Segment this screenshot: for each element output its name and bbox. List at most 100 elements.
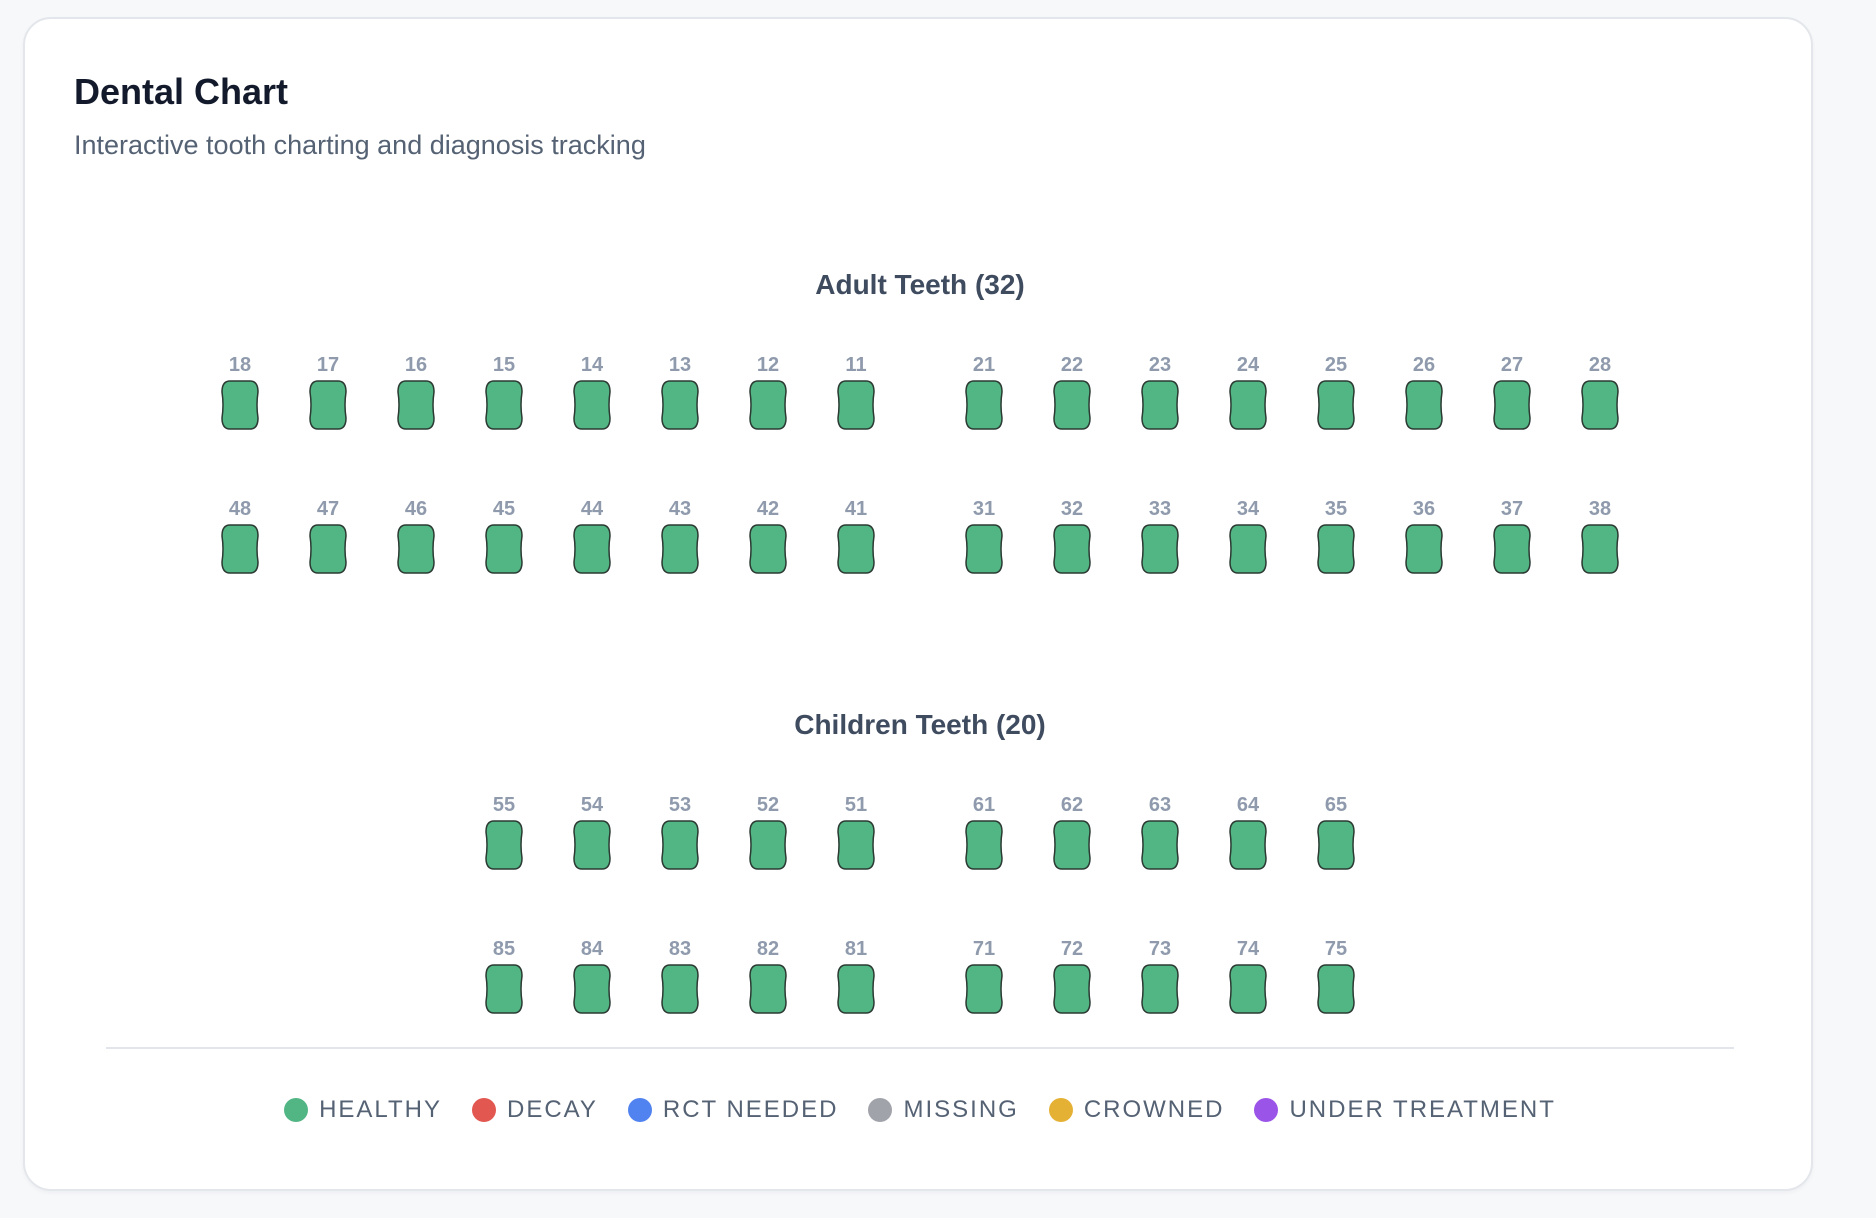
tooth-icon — [1229, 820, 1267, 870]
tooth-icon — [1317, 380, 1355, 430]
tooth-number: 14 — [580, 354, 604, 376]
tooth-18[interactable]: 18 — [210, 354, 270, 444]
tooth-number: 13 — [668, 354, 692, 376]
tooth-crown — [965, 964, 1003, 1014]
legend-item-rct-needed: RCT NEEDED — [627, 1096, 839, 1124]
tooth-28[interactable]: 28 — [1570, 354, 1630, 444]
tooth-crown — [661, 820, 699, 870]
legend-label: UNDER TREATMENT — [1289, 1096, 1556, 1123]
tooth-14[interactable]: 14 — [562, 354, 622, 444]
tooth-45[interactable]: 45 — [474, 498, 534, 588]
tooth-17[interactable]: 17 — [298, 354, 358, 444]
tooth-21[interactable]: 21 — [954, 354, 1014, 444]
tooth-43[interactable]: 43 — [650, 498, 710, 588]
tooth-27[interactable]: 27 — [1482, 354, 1542, 444]
tooth-83[interactable]: 83 — [650, 938, 710, 1028]
tooth-icon — [1141, 380, 1179, 430]
tooth-33[interactable]: 33 — [1130, 498, 1190, 588]
tooth-icon — [1053, 964, 1091, 1014]
tooth-55[interactable]: 55 — [474, 794, 534, 884]
tooth-16[interactable]: 16 — [386, 354, 446, 444]
tooth-42[interactable]: 42 — [738, 498, 798, 588]
tooth-number: 15 — [492, 354, 516, 376]
tooth-11[interactable]: 11 — [826, 354, 886, 444]
tooth-crown — [1317, 964, 1355, 1014]
tooth-62[interactable]: 62 — [1042, 794, 1102, 884]
tooth-35[interactable]: 35 — [1306, 498, 1366, 588]
tooth-15[interactable]: 15 — [474, 354, 534, 444]
tooth-crown — [837, 380, 875, 430]
tooth-44[interactable]: 44 — [562, 498, 622, 588]
tooth-52[interactable]: 52 — [738, 794, 798, 884]
tooth-54[interactable]: 54 — [562, 794, 622, 884]
tooth-84[interactable]: 84 — [562, 938, 622, 1028]
tooth-38[interactable]: 38 — [1570, 498, 1630, 588]
tooth-34[interactable]: 34 — [1218, 498, 1278, 588]
tooth-75[interactable]: 75 — [1306, 938, 1366, 1028]
tooth-31[interactable]: 31 — [954, 498, 1014, 588]
tooth-73[interactable]: 73 — [1130, 938, 1190, 1028]
tooth-number: 17 — [316, 354, 340, 376]
tooth-icon — [1141, 524, 1179, 574]
tooth-number: 21 — [972, 354, 996, 376]
tooth-12[interactable]: 12 — [738, 354, 798, 444]
tooth-36[interactable]: 36 — [1394, 498, 1454, 588]
children-upper-row: 55 54 53 52 51 61 62 63 64 65 — [25, 794, 1815, 884]
tooth-number: 37 — [1500, 498, 1524, 520]
tooth-53[interactable]: 53 — [650, 794, 710, 884]
tooth-85[interactable]: 85 — [474, 938, 534, 1028]
tooth-crown — [485, 524, 523, 574]
legend-item-missing: MISSING — [868, 1096, 1018, 1124]
tooth-crown — [1141, 524, 1179, 574]
tooth-crown — [573, 820, 611, 870]
tooth-37[interactable]: 37 — [1482, 498, 1542, 588]
tooth-71[interactable]: 71 — [954, 938, 1014, 1028]
tooth-icon — [1317, 964, 1355, 1014]
tooth-number: 22 — [1060, 354, 1084, 376]
tooth-number: 73 — [1148, 938, 1172, 960]
tooth-23[interactable]: 23 — [1130, 354, 1190, 444]
tooth-icon — [1141, 964, 1179, 1014]
tooth-64[interactable]: 64 — [1218, 794, 1278, 884]
tooth-crown — [749, 380, 787, 430]
tooth-icon — [965, 524, 1003, 574]
tooth-82[interactable]: 82 — [738, 938, 798, 1028]
tooth-icon — [1053, 820, 1091, 870]
legend-label: DECAY — [506, 1096, 598, 1123]
tooth-crown — [573, 524, 611, 574]
tooth-number: 43 — [668, 498, 692, 520]
tooth-46[interactable]: 46 — [386, 498, 446, 588]
tooth-icon — [661, 380, 699, 430]
tooth-crown — [749, 820, 787, 870]
tooth-81[interactable]: 81 — [826, 938, 886, 1028]
missing-dot-icon — [868, 1098, 893, 1122]
tooth-crown — [1053, 964, 1091, 1014]
tooth-74[interactable]: 74 — [1218, 938, 1278, 1028]
tooth-icon — [837, 820, 875, 870]
tooth-41[interactable]: 41 — [826, 498, 886, 588]
tooth-32[interactable]: 32 — [1042, 498, 1102, 588]
tooth-22[interactable]: 22 — [1042, 354, 1102, 444]
tooth-crown — [1053, 524, 1091, 574]
tooth-icon — [573, 820, 611, 870]
tooth-13[interactable]: 13 — [650, 354, 710, 444]
adult-upper-row: 18 17 16 15 14 13 12 11 21 22 23 24 25 26 27 28 — [25, 354, 1815, 444]
tooth-65[interactable]: 65 — [1306, 794, 1366, 884]
tooth-51[interactable]: 51 — [826, 794, 886, 884]
tooth-icon — [1317, 524, 1355, 574]
tooth-24[interactable]: 24 — [1218, 354, 1278, 444]
tooth-icon — [965, 964, 1003, 1014]
tooth-icon — [1053, 524, 1091, 574]
tooth-icon — [1405, 380, 1443, 430]
tooth-25[interactable]: 25 — [1306, 354, 1366, 444]
tooth-48[interactable]: 48 — [210, 498, 270, 588]
tooth-crown — [837, 524, 875, 574]
tooth-63[interactable]: 63 — [1130, 794, 1190, 884]
tooth-number: 46 — [404, 498, 428, 520]
tooth-61[interactable]: 61 — [954, 794, 1014, 884]
tooth-47[interactable]: 47 — [298, 498, 358, 588]
tooth-number: 51 — [844, 794, 868, 816]
tooth-72[interactable]: 72 — [1042, 938, 1102, 1028]
tooth-26[interactable]: 26 — [1394, 354, 1454, 444]
tooth-icon — [573, 524, 611, 574]
